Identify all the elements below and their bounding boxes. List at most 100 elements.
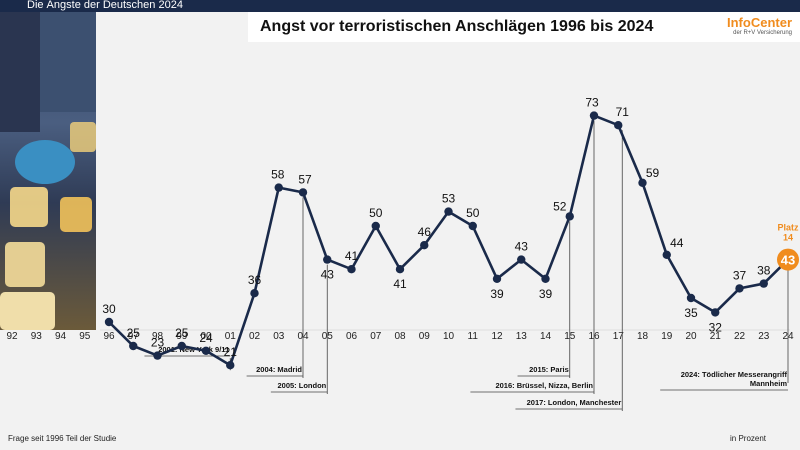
data-label: 46 — [418, 225, 432, 239]
data-label: 41 — [345, 249, 359, 263]
data-point — [104, 317, 114, 327]
data-label: 59 — [646, 166, 660, 180]
x-tick-label: 98 — [152, 331, 164, 342]
data-label: 23 — [151, 336, 165, 350]
x-tick-label: 06 — [346, 331, 358, 342]
data-label: 57 — [298, 172, 312, 186]
x-tick-label: 13 — [516, 331, 528, 342]
highlight-rank-label: Platz — [777, 223, 799, 233]
x-tick-label: 95 — [79, 331, 91, 342]
annotation-label: 2004: Madrid — [256, 365, 302, 374]
annotation-label: 2017: London, Manchester — [527, 398, 622, 407]
data-label: 43 — [321, 268, 335, 282]
logo-main-text: InfoCenter — [727, 15, 792, 30]
highlight-value-label: 43 — [781, 253, 795, 268]
data-point — [541, 274, 550, 283]
data-point — [347, 265, 356, 274]
data-label: 73 — [585, 96, 599, 110]
data-point — [638, 178, 647, 187]
x-tick-label: 11 — [468, 331, 479, 342]
x-tick-label: 23 — [758, 331, 770, 342]
data-point — [153, 351, 162, 360]
annotation-label: 2005: London — [277, 381, 326, 390]
unit-note: in Prozent — [730, 434, 767, 443]
footer-note: Frage seit 1996 Teil der Studie — [8, 434, 117, 443]
data-label: 37 — [733, 268, 747, 282]
data-point — [420, 241, 429, 250]
data-point — [395, 265, 405, 274]
data-point — [589, 111, 599, 120]
x-tick-label: 92 — [6, 331, 18, 342]
data-label: 39 — [539, 287, 553, 301]
data-label: 32 — [709, 320, 723, 334]
data-label: 25 — [127, 326, 141, 340]
x-tick-label: 01 — [225, 331, 237, 342]
highlight-rank-number: 14 — [783, 233, 793, 243]
data-point — [565, 212, 574, 221]
data-label: 50 — [466, 206, 480, 220]
x-tick-label: 03 — [273, 331, 285, 342]
x-tick-label: 08 — [394, 331, 406, 342]
data-point — [686, 293, 696, 303]
x-tick-label: 00 — [200, 331, 212, 342]
annotation-label: 2016: Brüssel, Nizza, Berlin — [495, 381, 593, 390]
x-tick-label: 02 — [249, 331, 261, 342]
x-tick-label: 09 — [419, 331, 431, 342]
x-tick-label: 22 — [734, 331, 746, 342]
data-point — [444, 207, 453, 216]
x-tick-label: 19 — [661, 331, 673, 342]
data-label: 36 — [248, 273, 262, 287]
data-label: 35 — [684, 306, 698, 320]
candle-photo — [0, 12, 96, 330]
x-tick-label: 17 — [613, 331, 625, 342]
data-point — [371, 221, 380, 231]
chart-title: Angst vor terroristischen Anschlägen 199… — [260, 18, 654, 35]
x-tick-label: 18 — [637, 331, 649, 342]
data-point — [468, 221, 477, 231]
annotation-label: 2015: Paris — [529, 365, 569, 374]
x-tick-label: 93 — [31, 331, 43, 342]
data-point — [735, 284, 744, 293]
data-point — [759, 279, 768, 288]
data-label: 43 — [515, 240, 529, 254]
data-point — [274, 183, 283, 192]
data-point — [226, 361, 235, 370]
series-line — [108, 114, 789, 367]
candle-photo-illustration — [0, 12, 96, 330]
data-label: 25 — [175, 326, 189, 340]
x-tick-label: 96 — [103, 331, 115, 342]
data-point — [517, 255, 526, 264]
annotation-label: 2024: Tödlicher Messerangriff — [681, 370, 788, 379]
data-label: 44 — [670, 236, 684, 250]
data-label: 41 — [393, 277, 407, 291]
x-tick-label: 12 — [491, 331, 503, 342]
annotation-label-line2: Mannheim — [750, 379, 787, 388]
x-tick-label: 07 — [370, 331, 382, 342]
data-point — [662, 250, 671, 259]
data-label: 38 — [757, 264, 771, 278]
data-point — [250, 289, 259, 298]
data-point — [492, 274, 502, 283]
banner-label: Die Ängste der Deutschen 2024 — [27, 0, 183, 11]
data-label: 53 — [442, 192, 456, 206]
data-point — [323, 255, 332, 264]
top-banner: Die Ängste der Deutschen 2024 — [0, 0, 800, 12]
data-label: 24 — [199, 331, 213, 345]
data-label: 30 — [102, 302, 116, 316]
infocenter-logo: InfoCenter der R+V Versicherung — [712, 15, 792, 36]
data-point — [614, 121, 623, 130]
x-tick-label: 20 — [685, 331, 697, 342]
data-point — [298, 188, 308, 197]
data-label: 21 — [224, 345, 238, 359]
x-tick-label: 99 — [176, 331, 188, 342]
highlight-marker — [777, 248, 799, 271]
x-tick-label: 97 — [128, 331, 140, 342]
data-point — [201, 346, 211, 355]
data-label: 50 — [369, 206, 383, 220]
data-label: 39 — [490, 287, 504, 301]
data-point — [711, 308, 720, 317]
x-tick-label: 10 — [443, 331, 455, 342]
data-point — [177, 341, 186, 351]
